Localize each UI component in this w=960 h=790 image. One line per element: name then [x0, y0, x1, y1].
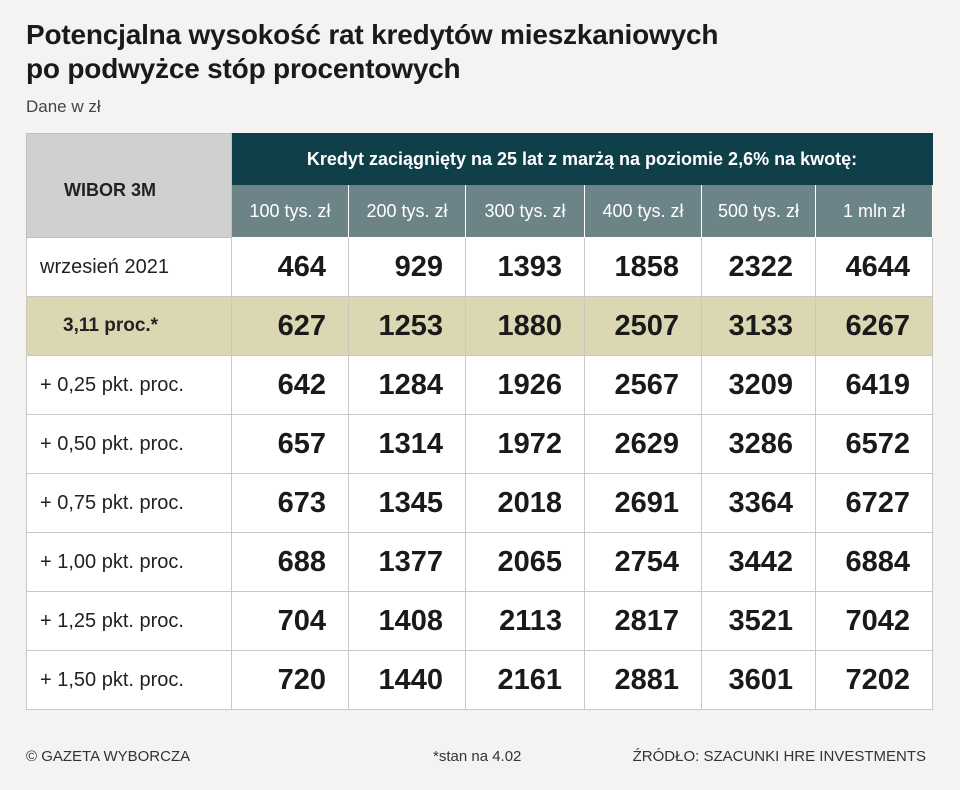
value-cell: 4644: [814, 237, 934, 297]
value-cell: 627: [231, 296, 349, 356]
value-cell: 1393: [465, 237, 585, 297]
row-label: + 1,25 pkt. proc.: [26, 591, 232, 651]
value-cell: 2113: [465, 591, 585, 651]
value-cell: 2507: [584, 296, 702, 356]
corner-label: WIBOR 3M: [26, 133, 232, 238]
row-label: + 1,00 pkt. proc.: [26, 532, 232, 592]
value-cell: 2567: [584, 355, 702, 415]
value-cell: 2817: [584, 591, 702, 651]
value-cell: 2691: [584, 473, 702, 533]
table-row: + 0,25 pkt. proc. 642 1284 1926 2567 3209 6419: [26, 355, 934, 415]
row-label: + 1,50 pkt. proc.: [26, 650, 232, 710]
value-cell: 3521: [701, 591, 816, 651]
value-cell: 7042: [814, 591, 934, 651]
column-header: 100 tys. zł: [231, 184, 349, 238]
value-cell: 1408: [348, 591, 466, 651]
data-table: WIBOR 3M Kredyt zaciągnięty na 25 lat z …: [26, 133, 934, 710]
value-cell: 2881: [584, 650, 702, 710]
table-row: + 1,50 pkt. proc. 720 1440 2161 2881 3601 7202: [26, 650, 934, 710]
value-cell: 1858: [584, 237, 702, 297]
value-cell: 642: [231, 355, 349, 415]
value-cell: 3209: [701, 355, 816, 415]
column-header: 400 tys. zł: [584, 184, 702, 238]
table-body: wrzesień 2021 464 929 1393 1858 2322 4644 3,11 …: [26, 237, 934, 710]
value-cell: 929: [348, 237, 466, 297]
value-cell: 3133: [701, 296, 816, 356]
value-cell: 657: [231, 414, 349, 474]
value-cell: 1284: [348, 355, 466, 415]
table-row: + 0,75 pkt. proc. 673 1345 2018 2691 3364 6727: [26, 473, 934, 533]
table-row: wrzesień 2021 464 929 1393 1858 2322 4644: [26, 237, 934, 297]
chart-title-line-2: po podwyżce stóp procentowych: [26, 53, 461, 84]
value-cell: 1345: [348, 473, 466, 533]
row-label: wrzesień 2021: [26, 237, 232, 297]
row-label: + 0,75 pkt. proc.: [26, 473, 232, 533]
chart-title: Potencjalna wysokość rat kredytów mieszk…: [26, 18, 926, 86]
value-cell: 1972: [465, 414, 585, 474]
column-header: 1 mln zł: [814, 184, 934, 238]
chart-title-line-1: Potencjalna wysokość rat kredytów mieszk…: [26, 19, 719, 50]
row-label: 3,11 proc.*: [26, 296, 232, 356]
value-cell: 2629: [584, 414, 702, 474]
value-cell: 704: [231, 591, 349, 651]
footer-copyright: © GAZETA WYBORCZA: [26, 748, 191, 765]
value-cell: 3442: [701, 532, 816, 592]
row-label: + 0,25 pkt. proc.: [26, 355, 232, 415]
chart-subtitle: Dane w zł: [26, 97, 101, 116]
column-header: 200 tys. zł: [348, 184, 466, 238]
group-header: Kredyt zaciągnięty na 25 lat z marżą na …: [230, 133, 934, 185]
value-cell: 1253: [348, 296, 466, 356]
column-header-row: 100 tys. zł 200 tys. zł 300 tys. zł 400 tys…: [27, 184, 934, 238]
column-header: 500 tys. zł: [701, 184, 816, 238]
value-cell: 2322: [701, 237, 816, 297]
value-cell: 2018: [465, 473, 585, 533]
value-cell: 3601: [701, 650, 816, 710]
table-row: + 1,25 pkt. proc. 704 1408 2113 2817 3521 7042: [26, 591, 934, 651]
value-cell: 2754: [584, 532, 702, 592]
value-cell: 688: [231, 532, 349, 592]
value-cell: 1440: [348, 650, 466, 710]
value-cell: 6727: [814, 473, 934, 533]
table-row: + 1,00 pkt. proc. 688 1377 2065 2754 3442 6884: [26, 532, 934, 592]
value-cell: 6419: [814, 355, 934, 415]
column-header: 300 tys. zł: [465, 184, 585, 238]
value-cell: 2065: [465, 532, 585, 592]
value-cell: 2161: [465, 650, 585, 710]
value-cell: 6572: [814, 414, 934, 474]
value-cell: 1314: [348, 414, 466, 474]
value-cell: 1377: [348, 532, 466, 592]
table-row: 3,11 proc.* 627 1253 1880 2507 3133 6267: [26, 296, 934, 356]
value-cell: 464: [231, 237, 349, 297]
value-cell: 6884: [814, 532, 934, 592]
value-cell: 673: [231, 473, 349, 533]
footer-note: *stan na 4.02: [433, 748, 522, 765]
table-row: + 0,50 pkt. proc. 657 1314 1972 2629 3286 6572: [26, 414, 934, 474]
value-cell: 6267: [814, 296, 934, 356]
value-cell: 3364: [701, 473, 816, 533]
value-cell: 3286: [701, 414, 816, 474]
value-cell: 7202: [814, 650, 934, 710]
row-label: + 0,50 pkt. proc.: [26, 414, 232, 474]
footer-source: ŹRÓDŁO: SZACUNKI HRE INVESTMENTS: [632, 748, 926, 765]
value-cell: 1926: [465, 355, 585, 415]
value-cell: 720: [231, 650, 349, 710]
value-cell: 1880: [465, 296, 585, 356]
